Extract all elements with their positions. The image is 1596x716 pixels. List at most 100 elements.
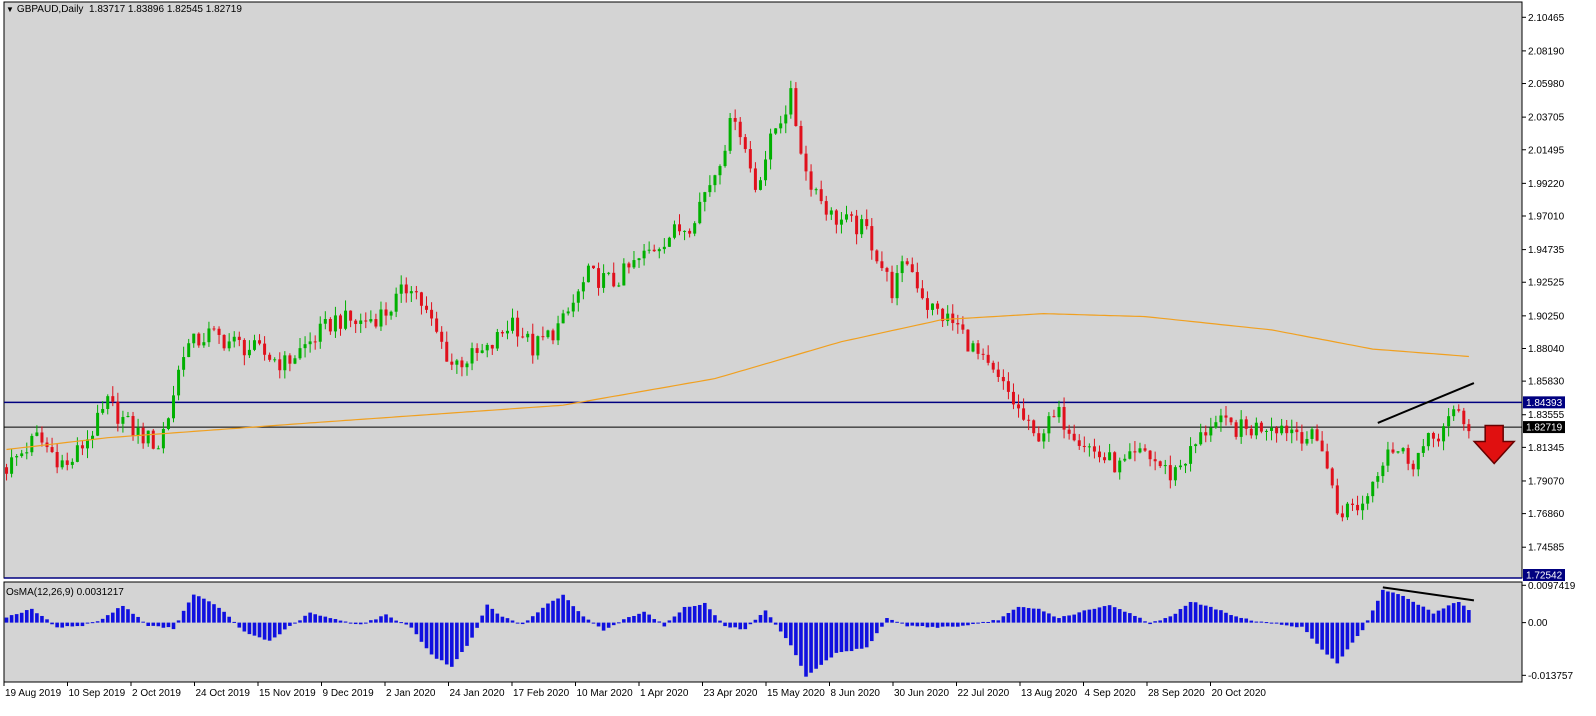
osma-bar bbox=[283, 622, 287, 630]
osma-bar bbox=[703, 602, 707, 623]
chart-header: ▼ GBPAUD,Daily 1.83717 1.83896 1.82545 1.… bbox=[6, 4, 242, 15]
osma-bar bbox=[510, 620, 515, 623]
osma-bar bbox=[940, 622, 945, 627]
osma-bar bbox=[829, 622, 834, 658]
osma-bar bbox=[667, 620, 672, 623]
candle-body bbox=[561, 313, 565, 324]
candle-body bbox=[941, 308, 945, 322]
candle-body bbox=[1072, 433, 1076, 441]
candle-body bbox=[1178, 465, 1182, 468]
osma-bar bbox=[864, 622, 869, 648]
candle-body bbox=[738, 121, 742, 138]
candle-body bbox=[25, 452, 29, 454]
osma-bar bbox=[1122, 611, 1127, 623]
osma-bar bbox=[1254, 621, 1259, 623]
osma-bar bbox=[900, 622, 904, 624]
candle-body bbox=[966, 329, 970, 352]
candle-body bbox=[733, 118, 737, 122]
candle-body bbox=[586, 265, 590, 283]
osma-bar bbox=[561, 594, 565, 623]
osma-bar bbox=[1310, 622, 1314, 639]
candle-body bbox=[80, 445, 84, 449]
candle-body bbox=[131, 416, 135, 436]
osma-bar bbox=[692, 606, 697, 623]
candle-body bbox=[252, 340, 256, 350]
osma-bar bbox=[1026, 608, 1031, 623]
price-trendline[interactable] bbox=[1377, 382, 1475, 424]
candle-body bbox=[298, 348, 302, 359]
candle-body bbox=[1361, 503, 1365, 511]
price-tick-label: 1.88040 bbox=[1528, 344, 1565, 355]
osma-bar bbox=[880, 622, 884, 627]
osma-bar bbox=[536, 612, 540, 623]
candle-body bbox=[764, 159, 768, 181]
osma-divergence-line[interactable] bbox=[1382, 586, 1475, 602]
osma-bar bbox=[596, 622, 601, 627]
candle-body bbox=[566, 311, 570, 314]
osma-bar bbox=[1148, 622, 1152, 625]
osma-bar bbox=[1416, 604, 1421, 623]
osma-bar bbox=[409, 622, 414, 628]
osma-bar bbox=[343, 621, 348, 623]
osma-bar bbox=[9, 615, 14, 623]
osma-bar bbox=[156, 622, 161, 627]
osma-bar bbox=[1077, 612, 1082, 623]
osma-bar bbox=[338, 620, 343, 623]
candle-body bbox=[556, 323, 560, 341]
osma-bar bbox=[465, 622, 469, 646]
candle-body bbox=[1184, 463, 1188, 466]
candle-body bbox=[1421, 446, 1425, 453]
osma-bar bbox=[1467, 610, 1471, 623]
candle-body bbox=[505, 330, 509, 334]
osma-bar bbox=[202, 598, 206, 623]
candle-body bbox=[1168, 465, 1172, 481]
candle-body bbox=[602, 273, 606, 288]
candle-body bbox=[242, 340, 246, 356]
candle-body bbox=[1067, 429, 1071, 434]
candle-body bbox=[880, 261, 884, 269]
candle-body bbox=[121, 417, 125, 424]
osma-bar bbox=[1305, 622, 1309, 633]
candle-body bbox=[809, 171, 813, 190]
osma-bar bbox=[768, 617, 773, 623]
osma-bar bbox=[490, 608, 495, 623]
candle-body bbox=[1254, 422, 1258, 436]
candle-body bbox=[647, 249, 651, 251]
candle-body bbox=[308, 341, 312, 345]
osma-bar bbox=[480, 615, 484, 623]
osma-bar bbox=[971, 622, 975, 624]
osma-bar bbox=[505, 618, 510, 623]
osma-bar bbox=[551, 600, 555, 623]
candle-body bbox=[1381, 465, 1385, 477]
candle-body bbox=[207, 328, 211, 343]
osma-bar bbox=[622, 619, 626, 623]
osma-bar bbox=[991, 620, 996, 623]
osma-bar bbox=[1107, 605, 1112, 623]
osma-bar bbox=[642, 611, 646, 623]
osma-bar bbox=[839, 622, 844, 653]
osma-bar bbox=[353, 622, 358, 625]
osma-bar bbox=[723, 622, 727, 627]
osma-bar bbox=[525, 620, 530, 623]
candle-body bbox=[758, 180, 762, 190]
osma-bar bbox=[738, 622, 743, 630]
osma-bar bbox=[4, 617, 9, 623]
ohlc-values: 1.83717 1.83896 1.82545 1.82719 bbox=[88, 4, 242, 15]
candle-body bbox=[1259, 422, 1263, 432]
osma-bar bbox=[1355, 622, 1360, 637]
osma-bar bbox=[1072, 614, 1076, 623]
osma-bar bbox=[95, 621, 100, 623]
candle-body bbox=[440, 331, 444, 342]
candle-body bbox=[1224, 415, 1228, 418]
candle-body bbox=[1113, 452, 1117, 473]
osma-bar bbox=[181, 610, 186, 623]
price-pane bbox=[3, 1, 1523, 579]
osma-bar bbox=[581, 616, 586, 623]
osma-bar bbox=[890, 619, 894, 623]
candle-body bbox=[1270, 427, 1274, 431]
candle-body bbox=[30, 435, 34, 453]
dropdown-triangle-icon[interactable]: ▼ bbox=[6, 5, 14, 14]
candle-body bbox=[1330, 468, 1334, 486]
candle-body bbox=[1123, 458, 1127, 461]
osma-bar bbox=[1350, 622, 1355, 643]
